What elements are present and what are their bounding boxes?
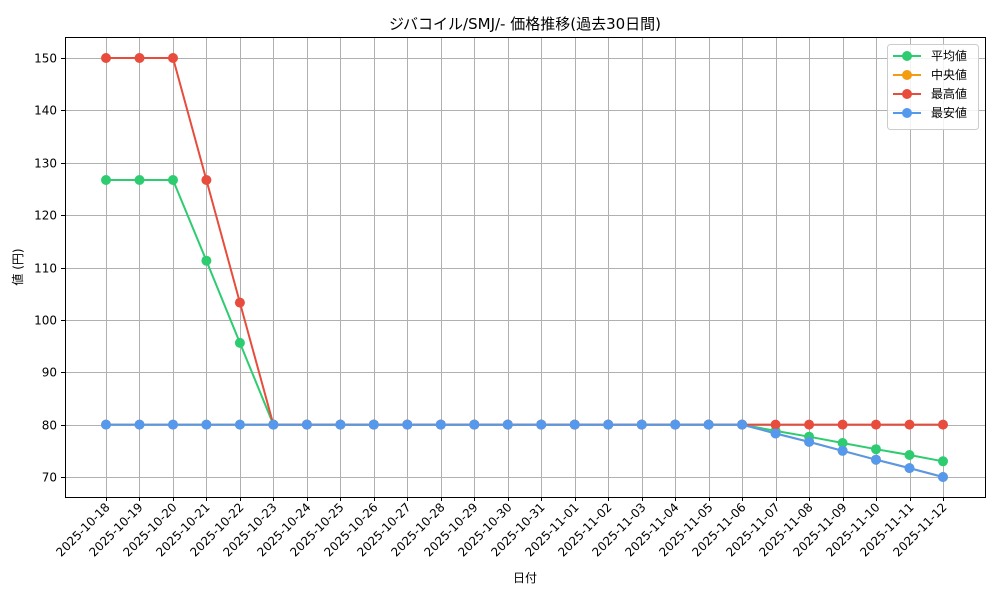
legend-marker-icon [902,70,912,80]
data-point [603,419,614,430]
legend-label: 最高値 [931,86,967,101]
data-point [234,297,245,308]
y-tick-label: 110 [34,262,57,276]
data-point [168,175,178,185]
legend-item: 最高値 [893,86,967,101]
data-point [201,175,212,185]
data-point [737,419,748,430]
legend-label: 最安値 [931,105,967,120]
data-point [904,463,915,474]
y-tick-label: 70 [42,471,57,485]
data-point [134,53,145,63]
series-line [106,423,944,478]
data-point [703,419,714,430]
data-point [101,175,111,185]
series-line [106,57,943,426]
data-point [770,419,781,430]
data-point [837,445,848,456]
data-point [904,419,915,430]
series-3 [101,419,948,482]
data-point [268,419,279,430]
data-point [569,419,580,430]
data-point [134,175,145,185]
data-point [201,255,212,266]
legend-marker-icon [902,89,912,99]
legend-marker-icon [902,51,912,61]
legend-marker-icon [902,108,912,118]
data-point [938,472,948,482]
data-point [469,419,480,430]
series-line [106,423,944,478]
x-axis-label: 日付 [513,571,537,585]
legend-item: 最安値 [893,105,967,120]
data-point [435,419,446,430]
y-axis-ticks: 70 80 90 100 110 120 130 140 150 [34,52,65,485]
legend-item: 平均値 [893,48,967,63]
data-point [871,454,881,465]
data-point [904,450,915,460]
data-point [201,419,212,430]
y-tick-label: 150 [34,52,57,66]
data-point [402,419,413,430]
y-tick-label: 130 [34,157,57,171]
y-tick-label: 140 [34,104,57,118]
data-point [168,419,178,430]
series-lines [101,53,948,482]
data-point [335,419,346,430]
data-point [938,419,948,430]
data-point [134,419,145,430]
data-point [168,53,178,63]
data-point [234,419,245,430]
legend-box [887,44,979,130]
y-axis-label: 値 (円) [10,248,25,285]
data-point [234,337,245,348]
data-point [536,419,547,430]
x-axis-ticks: 2025-10-182025-10-192025-10-202025-10-21… [53,497,950,559]
data-point [502,419,513,430]
plot-frame [65,37,986,498]
legend-label: 中央値 [931,67,967,82]
y-tick-label: 80 [42,419,57,433]
data-point [636,419,647,430]
data-point [804,436,815,447]
data-point [770,428,781,439]
data-point [871,444,881,455]
y-tick-label: 90 [42,366,57,380]
data-point [670,419,681,430]
y-tick-label: 100 [34,314,57,328]
series-2 [101,53,948,430]
y-tick-label: 120 [34,209,57,223]
data-point [368,419,379,430]
chart-title: ジバコイル/SMJ/- 価格推移(過去30日間) [389,15,661,33]
data-point [871,419,881,430]
data-point [301,419,312,430]
data-point [837,438,848,448]
legend-item: 中央値 [893,67,967,82]
data-point [837,419,848,430]
legend-label: 平均値 [931,48,967,63]
data-point [804,419,815,430]
data-point [938,456,948,467]
data-point [101,419,111,430]
series-1 [101,419,948,482]
data-point [101,53,111,63]
